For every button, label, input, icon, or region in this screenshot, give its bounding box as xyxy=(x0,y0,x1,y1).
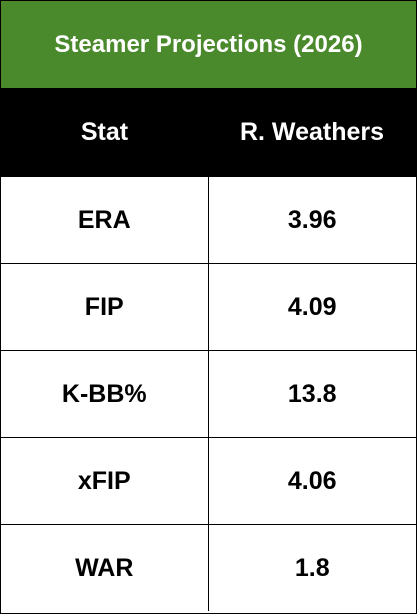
table-row: ERA 3.96 xyxy=(1,176,416,264)
stat-value: 1.8 xyxy=(207,524,416,611)
table-body: ERA 3.96 FIP 4.09 K-BB% 13.8 xFIP 4.06 WAR 1.8 xyxy=(1,176,416,611)
table-row: xFIP 4.06 xyxy=(1,437,416,525)
header-cell: Stat xyxy=(1,89,208,177)
header-row: Stat R. Weathers xyxy=(1,89,416,177)
stat-value: 13.8 xyxy=(207,350,416,438)
table-row: K-BB% 13.8 xyxy=(1,350,416,438)
stat-name: ERA xyxy=(1,176,209,264)
header-cell: R. Weathers xyxy=(208,89,416,177)
stat-value: 4.09 xyxy=(207,263,416,351)
table-row: WAR 1.8 xyxy=(1,524,416,611)
stat-table: Stat R. Weathers ERA 3.96 FIP 4.09 K-BB% 13.8 x… xyxy=(1,89,416,611)
stat-name: K-BB% xyxy=(1,350,209,438)
stat-value: 4.06 xyxy=(207,437,416,525)
table-row: FIP 4.09 xyxy=(1,263,416,351)
stat-name: FIP xyxy=(1,263,209,351)
stat-value: 3.96 xyxy=(207,176,416,264)
stat-name: WAR xyxy=(1,524,209,611)
stat-name: xFIP xyxy=(1,437,209,525)
card-title: Steamer Projections (2026) xyxy=(1,1,416,89)
